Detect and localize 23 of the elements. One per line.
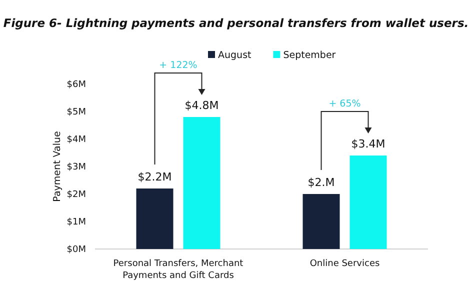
text: + 122%	[159, 60, 198, 71]
y-axis-title: Payment Value	[52, 131, 63, 202]
y-tick-label: $5M	[66, 108, 86, 118]
annotation: + 65%	[328, 98, 361, 110]
y-tick-label: $6M	[66, 80, 86, 90]
data-label: $2.M	[308, 176, 335, 189]
legend-label: August	[218, 50, 252, 61]
data-label: $3.4M	[351, 138, 386, 150]
y-tick-label: $4M	[66, 135, 86, 146]
data-label: $4.8M	[184, 99, 219, 112]
chart-title: Figure 6- Lightning payments and personal transfers from wallet users.	[3, 16, 469, 30]
y-tick-label: $0M	[66, 245, 86, 256]
legend-label: September	[283, 50, 336, 61]
y-tick-label: $3M	[66, 162, 86, 173]
x-tick-label: Online Services	[310, 259, 380, 269]
bar	[183, 117, 220, 249]
bar	[302, 194, 340, 249]
bar	[136, 188, 174, 249]
x-tick-label: Personal Transfers, Merchant Payments and Gift Cards	[113, 259, 244, 281]
y-tick-label: $2M	[66, 190, 86, 200]
data-label: $2.2M	[138, 170, 172, 184]
bar	[350, 156, 387, 249]
y-tick-label: $1M	[66, 218, 86, 228]
